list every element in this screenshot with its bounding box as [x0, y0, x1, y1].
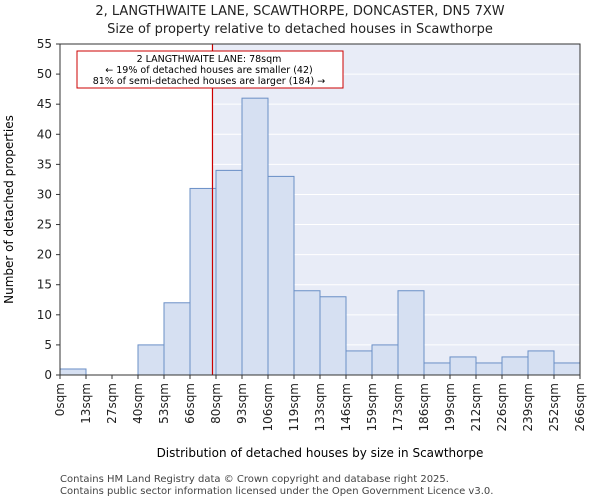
bar	[475, 362, 503, 376]
y-tick-label: 50	[37, 67, 52, 81]
bar	[423, 362, 451, 376]
x-tick-label: 13sqm	[79, 383, 93, 424]
x-tick-label: 133sqm	[313, 383, 327, 431]
bar	[397, 290, 425, 376]
x-tick-label: 266sqm	[573, 383, 587, 431]
y-tick-label: 20	[37, 248, 52, 262]
bar	[215, 169, 243, 376]
x-tick-label: 146sqm	[339, 383, 353, 431]
x-tick-label: 27sqm	[105, 383, 119, 424]
y-tick-label: 25	[37, 218, 52, 232]
histogram-chart: 0 5 10 15 20 25 30 35 40 45 50 55 0sqm 13sqm 27sqm 40s…	[2, 37, 587, 460]
chart-subtitle: Size of property relative to detached ho…	[107, 22, 493, 37]
bar	[501, 356, 529, 376]
x-tick-label: 0sqm	[53, 383, 67, 416]
bar	[345, 350, 373, 376]
x-tick-label: 239sqm	[521, 383, 535, 431]
bar	[59, 368, 87, 376]
bar	[553, 362, 581, 376]
x-tick-label: 53sqm	[157, 383, 171, 424]
x-tick-label: 119sqm	[287, 383, 301, 431]
annotation-line-3: 81% of semi-detached houses are larger (…	[93, 76, 326, 87]
x-tick-label: 80sqm	[209, 383, 223, 424]
x-tick-label: 226sqm	[495, 383, 509, 431]
bar	[137, 344, 165, 376]
y-tick-label: 10	[37, 308, 52, 322]
footer-line-1: Contains HM Land Registry data © Crown c…	[60, 474, 449, 485]
y-axis: 0 5 10 15 20 25 30 35 40 45 50 55	[37, 37, 60, 382]
x-tick-label: 40sqm	[131, 383, 145, 424]
y-tick-label: 15	[37, 278, 52, 292]
y-axis-label: Number of detached properties	[2, 115, 16, 304]
y-tick-label: 55	[37, 37, 52, 51]
y-tick-label: 5	[44, 338, 52, 352]
x-axis: 0sqm 13sqm 27sqm 40sqm 53sqm 66sqm 80sqm 93sqm 1…	[53, 375, 587, 431]
x-tick-label: 66sqm	[183, 383, 197, 424]
annotation-border	[76, 50, 344, 89]
bar	[293, 290, 321, 376]
annotation-line-1: 2 LANGTHWAITE LANE: 78sqm	[137, 54, 282, 65]
x-tick-label: 252sqm	[547, 383, 561, 431]
x-tick-label: 212sqm	[469, 383, 483, 431]
bar	[527, 350, 555, 376]
y-tick-label: 30	[37, 187, 52, 201]
x-tick-label: 199sqm	[443, 383, 457, 431]
bar	[371, 344, 399, 376]
chart-title: 2, LANGTHWAITE LANE, SCAWTHORPE, DONCAST…	[95, 4, 505, 19]
y-tick-label: 0	[44, 368, 52, 382]
annotation-box: 2 LANGTHWAITE LANE: 78sqm ← 19% of detac…	[76, 50, 344, 89]
y-tick-label: 45	[37, 97, 52, 111]
bar	[163, 302, 191, 376]
x-axis-label: Distribution of detached houses by size …	[157, 446, 484, 460]
bars-group	[59, 97, 581, 376]
x-tick-label: 106sqm	[261, 383, 275, 431]
bar	[267, 175, 295, 376]
x-tick-label: 173sqm	[391, 383, 405, 431]
x-tick-label: 159sqm	[365, 383, 379, 431]
bar	[449, 356, 477, 376]
y-tick-label: 40	[37, 127, 52, 141]
footer-line-2: Contains public sector information licen…	[60, 486, 494, 497]
y-tick-label: 35	[37, 157, 52, 171]
bar	[241, 97, 269, 376]
annotation-line-2: ← 19% of detached houses are smaller (42…	[105, 65, 312, 76]
bar	[319, 296, 347, 376]
bar	[189, 187, 217, 376]
x-tick-label: 186sqm	[417, 383, 431, 431]
x-tick-label: 93sqm	[235, 383, 249, 424]
